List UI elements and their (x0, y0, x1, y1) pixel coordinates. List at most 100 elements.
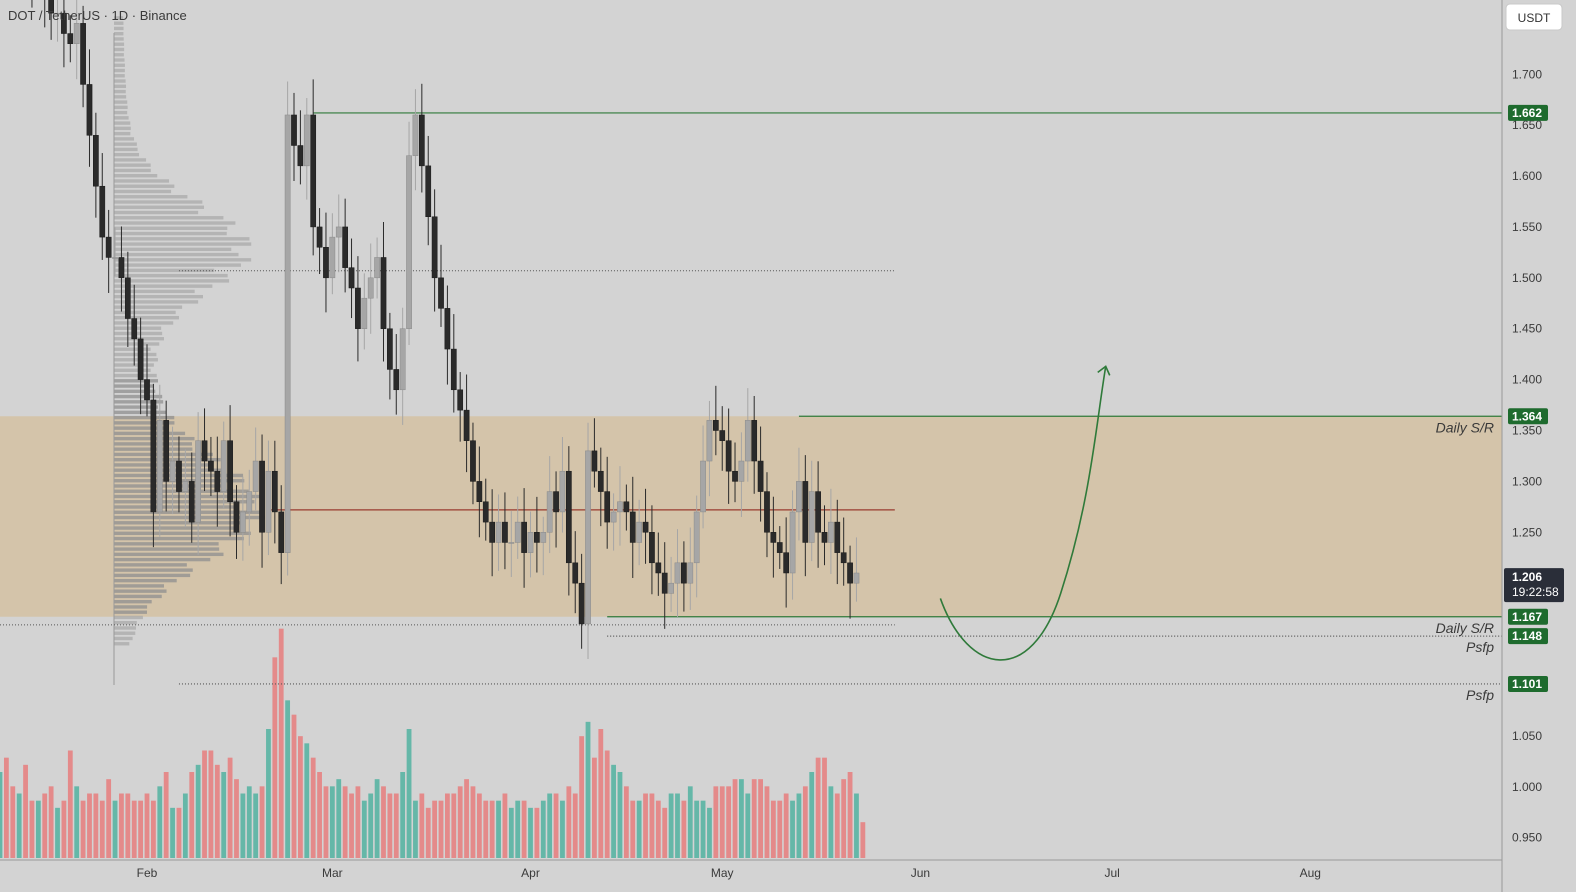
price-level-badge-label: 1.167 (1512, 610, 1542, 624)
profile-bar (114, 252, 239, 257)
candle-body (99, 185, 106, 238)
profile-bar (114, 599, 152, 604)
profile-bar (114, 463, 212, 467)
volume-bar (445, 793, 450, 858)
profile-bar (114, 158, 147, 162)
price-level-badge[interactable] (1508, 408, 1548, 425)
candle-body (700, 460, 706, 513)
profile-bar (114, 147, 138, 152)
price-level-badge[interactable] (1508, 628, 1548, 645)
candle-body (828, 521, 834, 543)
profile-bar (114, 247, 232, 252)
chart-annotations: Daily S/R Daily S/R Psfp Psfp (939, 365, 1494, 703)
volume-bar (438, 800, 444, 858)
price-level-badge[interactable] (1508, 104, 1548, 121)
volume-bar (381, 786, 386, 858)
candle-body (252, 460, 259, 492)
volume-bar (10, 786, 16, 858)
candle-body (144, 379, 150, 401)
volume-bar (489, 800, 495, 858)
candle-body (265, 470, 272, 533)
profile-bar (114, 379, 158, 383)
profile-bar (114, 415, 175, 420)
volume-bar (246, 786, 252, 858)
candle-body (73, 23, 80, 44)
profile-bar (114, 179, 170, 183)
volume-bar (157, 786, 163, 858)
candle-body (54, 12, 61, 15)
volume-bar (719, 786, 725, 858)
volume-bar (643, 793, 648, 858)
profile-bar (114, 21, 124, 25)
currency-button[interactable]: USDT (1505, 3, 1563, 31)
candle-body (227, 440, 233, 502)
candle-body (208, 460, 214, 472)
candle-body (585, 450, 591, 625)
profile-bar (114, 342, 160, 346)
candle-body (514, 521, 521, 543)
profile-bar (114, 279, 230, 283)
volume-bar (700, 800, 706, 858)
time-axis[interactable]: Feb Mar Apr May Jun Jul Aug (0, 859, 1502, 880)
price-levels (0, 112, 1502, 685)
candle-body (738, 460, 745, 482)
profile-bar (114, 126, 131, 131)
candle-body (636, 521, 642, 543)
candle-body (470, 440, 476, 482)
price-level-badge[interactable] (1508, 675, 1548, 692)
candle-body (169, 460, 176, 482)
volume-bar (87, 793, 92, 858)
volume-bar (451, 793, 457, 858)
profile-bar (114, 605, 148, 609)
candle-body (693, 511, 700, 564)
projection-arrow[interactable] (939, 366, 1107, 661)
volume-bar (368, 793, 374, 858)
volume-bar (74, 786, 80, 858)
profile-bar (114, 89, 126, 94)
profile-bar (114, 410, 166, 415)
price-tick-label: 1.350 (1512, 424, 1542, 438)
candle-body (732, 470, 738, 482)
time-tick-label: May (711, 866, 734, 880)
profile-bar (114, 84, 127, 89)
profile-bar (114, 405, 159, 409)
current-price-badge[interactable] (1504, 568, 1564, 603)
candle-body (329, 236, 336, 279)
currency-button-frame[interactable] (1505, 3, 1563, 31)
candle-body (284, 114, 291, 553)
candle-body (297, 145, 304, 167)
volume-bar (508, 807, 514, 858)
candle-body (681, 562, 687, 584)
price-axis[interactable]: 1.7501.7001.6501.6001.5501.5001.4501.400… (1501, 0, 1576, 892)
profile-bar (114, 63, 125, 67)
price-tick-label: 0.950 (1512, 831, 1542, 845)
price-level-badge-label: 1.364 (1512, 409, 1542, 423)
volume-bar (150, 800, 156, 858)
volume-bar (604, 750, 610, 858)
volume-bar (266, 729, 271, 858)
candle-body (578, 582, 585, 625)
profile-bar (114, 189, 172, 194)
volume-bar (42, 793, 48, 858)
candle-body (610, 511, 617, 523)
candle-body (374, 257, 380, 279)
candle-body (137, 338, 144, 380)
candle-body (303, 114, 310, 167)
level-annotation: Psfp (1466, 639, 1494, 655)
volume-bar (579, 736, 585, 858)
price-level-badge[interactable] (1508, 608, 1548, 625)
profile-bar (114, 573, 191, 578)
candle-body (661, 572, 668, 594)
candle-body (240, 511, 246, 533)
time-tick-label: Mar (322, 866, 343, 880)
candle-body (176, 460, 182, 492)
price-tick-label: 1.250 (1512, 525, 1542, 539)
profile-bar (114, 231, 227, 236)
volume-bar (739, 779, 744, 858)
candle-body (323, 247, 329, 279)
volume-bar (131, 800, 137, 858)
candle-body (335, 226, 342, 238)
candle-body (48, 0, 54, 14)
profile-bar (114, 237, 250, 241)
